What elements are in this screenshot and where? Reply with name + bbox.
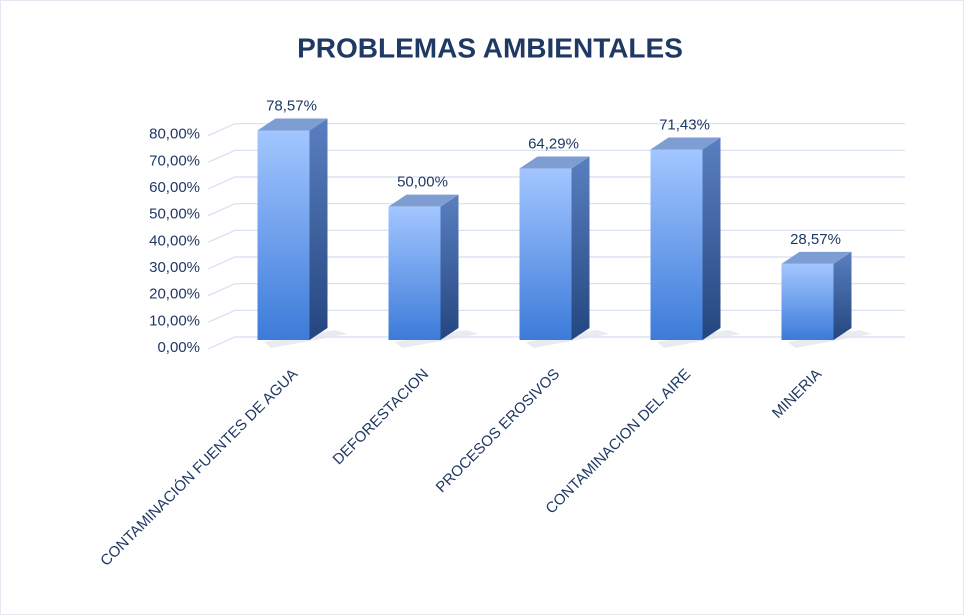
bar xyxy=(519,168,572,340)
bar-side xyxy=(702,137,721,340)
bar xyxy=(388,206,441,340)
y-tick-label: 80,00% xyxy=(149,126,200,143)
y-tick-label: 0,00% xyxy=(157,339,200,356)
bar-side xyxy=(309,118,328,340)
bar-top xyxy=(257,118,328,131)
value-label: 71,43% xyxy=(659,116,710,133)
bar-top xyxy=(519,156,590,169)
bar-top xyxy=(781,251,852,264)
bar xyxy=(650,149,703,340)
bar-top xyxy=(650,137,721,150)
y-tick-label: 10,00% xyxy=(149,312,200,329)
value-label: 28,57% xyxy=(790,231,841,248)
bar-side xyxy=(571,156,590,340)
y-tick-label: 60,00% xyxy=(149,179,200,196)
bar-side xyxy=(833,251,852,340)
bar-side xyxy=(440,194,459,340)
bar xyxy=(781,263,834,340)
bar-top xyxy=(388,194,459,207)
value-label: 64,29% xyxy=(528,136,579,153)
y-tick-label: 30,00% xyxy=(149,259,200,276)
value-label: 78,57% xyxy=(266,97,317,114)
chart-title: PROBLEMAS AMBIENTALES xyxy=(297,32,683,63)
bar xyxy=(257,130,310,340)
y-tick-label: 50,00% xyxy=(149,206,200,223)
y-tick-label: 70,00% xyxy=(149,152,200,169)
grid-line xyxy=(207,123,905,137)
value-label: 50,00% xyxy=(397,174,448,191)
y-tick-label: 20,00% xyxy=(149,286,200,303)
y-tick-label: 40,00% xyxy=(149,232,200,249)
